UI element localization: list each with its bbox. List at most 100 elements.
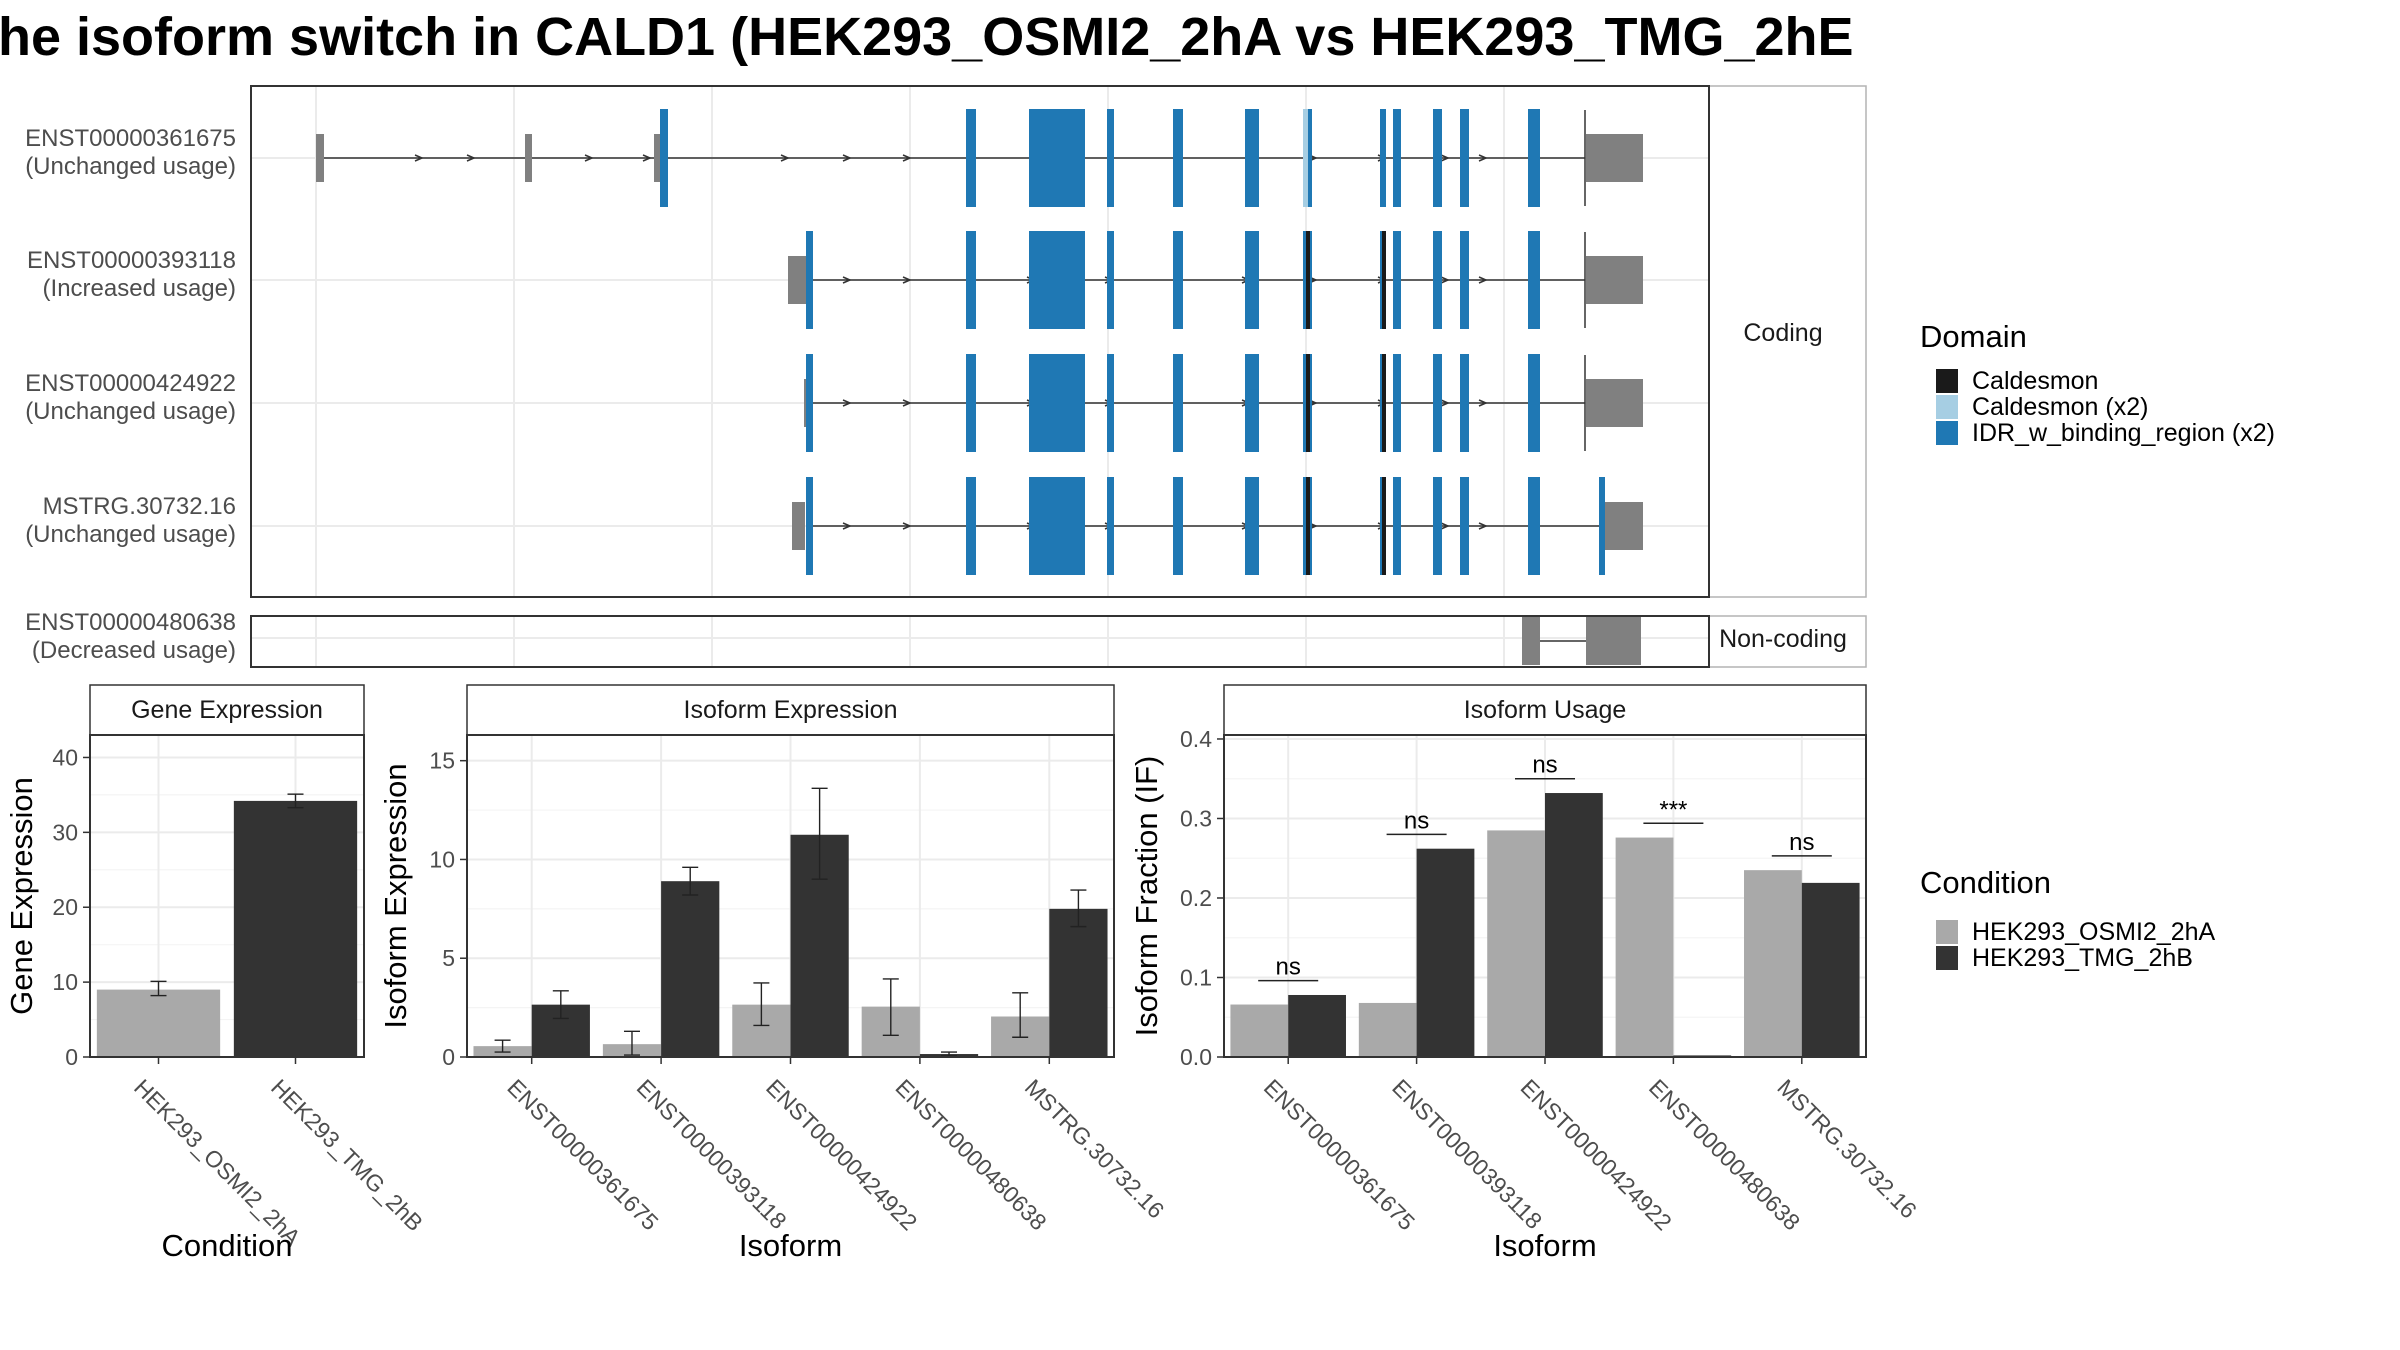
panel-title: Isoform Usage (1464, 696, 1627, 724)
intron-arrow (842, 154, 852, 162)
bar (1416, 848, 1475, 1057)
intron-arrow (902, 154, 912, 162)
caldesmon-domain (1382, 477, 1386, 575)
utr-exon (654, 134, 660, 182)
intron-arrow (902, 522, 912, 530)
utr-exon (1586, 617, 1641, 665)
coding-panel-border (250, 85, 1710, 598)
condition-legend-key (1936, 946, 1958, 970)
condition-legend-label: HEK293_OSMI2_2hA (1972, 918, 2216, 946)
bar (1049, 908, 1108, 1057)
significance-label: ns (1276, 954, 1301, 981)
noncoding-panel-border (250, 615, 1710, 668)
cds-exon (1460, 354, 1469, 452)
domain-legend-label: IDR_w_binding_region (x2) (1972, 419, 2275, 447)
isoform-id-label: ENST00000424922 (25, 370, 236, 397)
cds-exon (1433, 477, 1442, 575)
intron-arrow (1440, 522, 1450, 530)
cds-exon (1173, 477, 1183, 575)
intron-arrow (780, 154, 790, 162)
bar (1487, 830, 1545, 1057)
utr-exon (316, 134, 324, 182)
y-tick-label: 0.0 (1180, 1044, 1212, 1070)
cds-exon (966, 231, 976, 329)
y-tick-label: 0 (65, 1044, 78, 1070)
caldesmon-domain (1306, 477, 1310, 575)
intron-arrow (902, 399, 912, 407)
panel-strip (466, 684, 1115, 736)
cds-exon (1380, 109, 1386, 207)
significance-label: ns (1532, 752, 1557, 779)
noncoding-strip-label: Non-coding (1719, 625, 1847, 653)
isoform-status-label: (Unchanged usage) (25, 398, 236, 425)
domain-legend-key (1936, 369, 1958, 393)
x-tick-label: MSTRG.30732.16 (1772, 1074, 1921, 1223)
bar (96, 989, 221, 1057)
y-axis-title: Isoform Fraction (IF) (1129, 756, 1164, 1037)
caldesmon-x2-domain (1303, 109, 1308, 207)
domain-legend-label: Caldesmon (x2) (1972, 393, 2148, 421)
y-axis-title: Gene Expression (4, 777, 39, 1015)
cds-exon (1029, 109, 1085, 207)
cds-exon (1107, 231, 1114, 329)
intron-arrow (842, 522, 852, 530)
isoform-status-label: (Increased usage) (43, 275, 236, 302)
isoform-id-label: ENST00000393118 (27, 247, 236, 274)
figure-title: he isoform switch in CALD1 (HEK293_OSMI2… (0, 7, 1854, 67)
domain-legend-label: Caldesmon (1972, 367, 2098, 395)
caldesmon-domain (1382, 354, 1386, 452)
utr-exon (525, 134, 532, 182)
coding-strip-box (1708, 85, 1867, 598)
y-tick-label: 20 (52, 894, 78, 920)
cds-exon (1107, 109, 1114, 207)
significance-label: *** (1659, 796, 1687, 823)
significance-label: ns (1789, 829, 1814, 856)
significance-label: ns (1404, 807, 1429, 834)
coding-strip-label: Coding (1743, 319, 1822, 347)
cds-exon (806, 354, 813, 452)
cds-exon (1433, 231, 1442, 329)
y-tick-label: 0.2 (1180, 885, 1212, 911)
noncoding-strip-box (1708, 615, 1867, 668)
utr-exon (788, 256, 806, 304)
cds-exon (966, 109, 976, 207)
condition-legend-label: HEK293_TMG_2hB (1972, 944, 2193, 972)
cds-exon (1245, 477, 1259, 575)
intron-arrow (1478, 276, 1488, 284)
y-tick-label: 0.4 (1180, 726, 1212, 752)
cds-exon (966, 354, 976, 452)
bar (1615, 837, 1674, 1057)
y-tick-label: 10 (52, 969, 78, 995)
caldesmon-domain (1382, 231, 1386, 329)
isoform-usage-chart: Isoform Usagensnsns***ns0.00.10.20.30.4E… (1129, 684, 1922, 1263)
caldesmon-domain (1306, 231, 1310, 329)
intron-arrow (466, 154, 476, 162)
y-tick-label: 15 (429, 748, 455, 774)
cds-exon (1393, 109, 1401, 207)
y-tick-label: 0.3 (1180, 805, 1212, 831)
cds-exon (966, 477, 976, 575)
x-axis-title: Condition (162, 1228, 293, 1263)
isoform-status-label: (Decreased usage) (32, 637, 236, 664)
transcript-labels: ENST00000361675(Unchanged usage)ENST0000… (25, 125, 236, 664)
intron-arrow (1440, 154, 1450, 162)
cds-exon (1460, 477, 1469, 575)
condition-legend-title: Condition (1920, 865, 2051, 900)
x-tick-label: MSTRG.30732.16 (1020, 1074, 1169, 1223)
cds-exon (1393, 231, 1401, 329)
y-axis-title: Isoform Expression (378, 763, 413, 1028)
bar (1288, 994, 1346, 1057)
utr-exon (1586, 134, 1643, 182)
utr-exon (804, 379, 807, 427)
cds-exon (1528, 354, 1540, 452)
coding-panel-bg (251, 86, 1709, 597)
y-tick-label: 0.1 (1180, 964, 1212, 990)
cds-exon (1245, 231, 1259, 329)
isoform-id-label: MSTRG.30732.16 (43, 493, 236, 520)
intron-arrow (842, 276, 852, 284)
cds-exon (1245, 109, 1259, 207)
panel-strip (89, 684, 365, 736)
